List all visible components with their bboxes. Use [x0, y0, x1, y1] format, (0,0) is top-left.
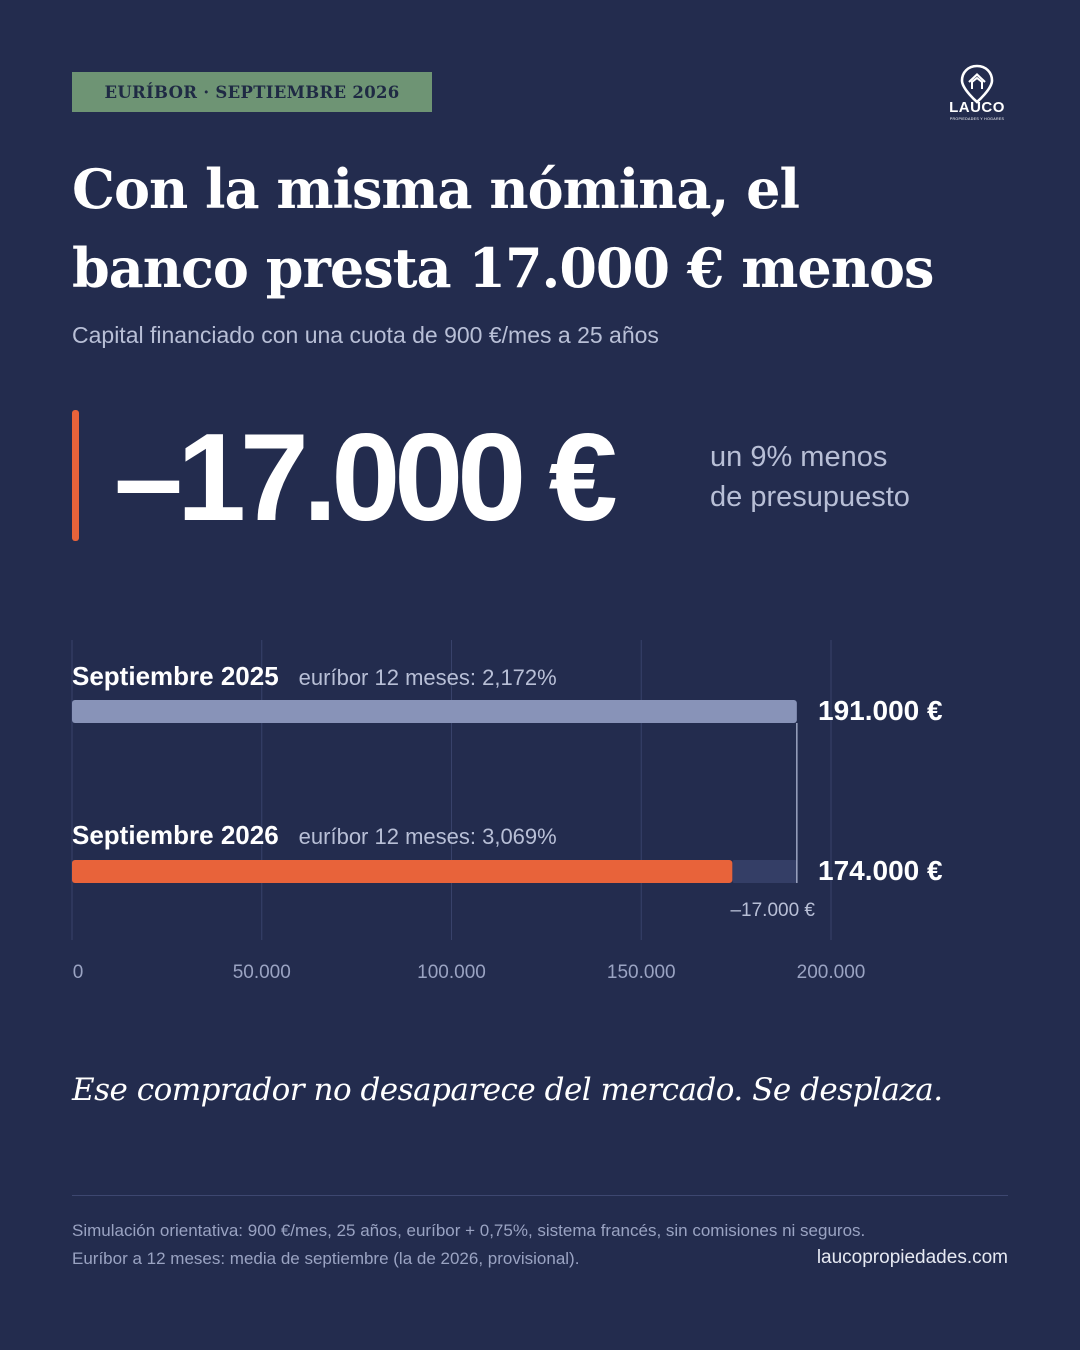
- x-tick-label: 100.000: [417, 962, 486, 983]
- x-tick-label: 50.000: [233, 962, 291, 983]
- category-label: Septiembre 2025: [72, 661, 279, 691]
- difference-label: –17.000 €: [730, 900, 815, 921]
- subtitle: Capital financiado con una cuota de 900 …: [72, 322, 659, 348]
- footnote-simulation: Simulación orientativa: 900 €/mes, 25 añ…: [72, 1221, 866, 1240]
- difference-gap-bar: [732, 860, 797, 883]
- period-tag-label: EURÍBOR · SEPTIEMBRE 2026: [104, 82, 400, 102]
- bar: [72, 700, 797, 723]
- logo-wordmark: LAUCO: [949, 99, 1005, 116]
- house-pin-icon: [960, 64, 994, 104]
- euribor-annotation: euríbor 12 meses: 3,069%: [299, 824, 557, 849]
- category-label: Septiembre 2026: [72, 820, 279, 850]
- category-label-group: Septiembre 2025 euríbor 12 meses: 2,172%: [72, 661, 557, 691]
- euribor-annotation: euríbor 12 meses: 2,172%: [299, 665, 557, 690]
- category-label-group: Septiembre 2026 euríbor 12 meses: 3,069%: [72, 820, 557, 850]
- brand-logo: LAUCO PROPIEDADES Y HOGARES: [949, 64, 1005, 121]
- footnote-euribor: Euríbor a 12 meses: media de septiembre …: [72, 1249, 580, 1268]
- x-tick-label: 200.000: [797, 962, 866, 983]
- website-link[interactable]: laucopropiedades.com: [816, 1247, 1008, 1268]
- bar: [72, 860, 733, 883]
- highlight-value: –17.000 €: [114, 409, 618, 547]
- headline-line-1: Con la misma nómina, el: [72, 157, 800, 221]
- logo-tagline: PROPIEDADES Y HOGARES: [950, 117, 1005, 121]
- x-tick-label: 150.000: [607, 962, 676, 983]
- highlight-note-line-2: de presupuesto: [710, 481, 910, 513]
- highlight-note-line-1: un 9% menos: [710, 441, 888, 473]
- footer-divider: [72, 1195, 1008, 1196]
- headline-line-2: banco presta 17.000 € menos: [72, 236, 934, 300]
- highlight-note: un 9% menos de presupuesto: [710, 437, 910, 517]
- bar-value-label: 191.000 €: [818, 695, 943, 726]
- period-tag: EURÍBOR · SEPTIEMBRE 2026: [72, 72, 432, 112]
- headline: Con la misma nómina, el banco presta 17.…: [72, 150, 1032, 308]
- x-tick-label: 0: [73, 962, 84, 983]
- bar-value-label: 174.000 €: [818, 855, 943, 886]
- highlight-accent-bar: [72, 410, 79, 541]
- closing-quote: Ese comprador no desaparece del mercado.…: [72, 1072, 943, 1108]
